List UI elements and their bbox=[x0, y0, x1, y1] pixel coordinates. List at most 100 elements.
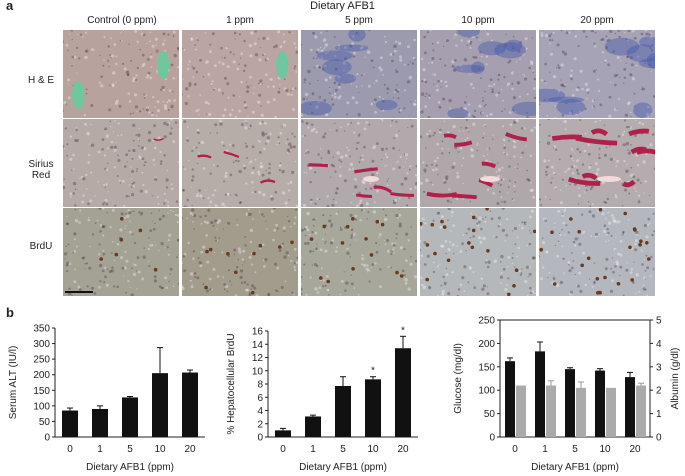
y-tick-label: 2 bbox=[257, 419, 263, 430]
x-axis-label: Dietary AFB1 (ppm) bbox=[86, 462, 174, 473]
micrograph-he-10ppm bbox=[420, 30, 536, 118]
row-label-brdu: BrdU bbox=[29, 241, 53, 252]
bar bbox=[546, 385, 556, 437]
x-tick-label: 20 bbox=[397, 444, 409, 455]
y-tick-label: 200 bbox=[33, 370, 50, 381]
micrograph-brdu-5ppm bbox=[301, 208, 417, 296]
x-tick-label: 20 bbox=[184, 444, 196, 455]
x-tick-label: 10 bbox=[367, 444, 379, 455]
y-tick-label: 8 bbox=[257, 380, 263, 391]
x-tick-label: 5 bbox=[127, 444, 133, 455]
y-tick-label: 150 bbox=[478, 362, 495, 373]
x-tick-label: 10 bbox=[599, 444, 611, 455]
x-tick-label: 5 bbox=[340, 444, 346, 455]
micrograph-brdu-10ppm bbox=[420, 208, 536, 296]
bar bbox=[305, 416, 321, 437]
column-label-10ppm: 10 ppm bbox=[461, 15, 495, 26]
micrograph-sirius-red-10ppm bbox=[420, 119, 536, 207]
y-tick-label: 4 bbox=[257, 406, 263, 417]
y2-tick-label: 0 bbox=[656, 433, 662, 444]
y-tick-label: 6 bbox=[257, 393, 263, 404]
row-label-he: H & E bbox=[27, 75, 55, 86]
x-axis-label: Dietary AFB1 (ppm) bbox=[299, 462, 387, 473]
significance-marker: * bbox=[371, 366, 375, 377]
bar bbox=[636, 385, 646, 437]
column-label-20ppm: 20 ppm bbox=[580, 15, 614, 26]
y2-axis-label: Albumin (g/dl) bbox=[670, 348, 681, 410]
panel-a-letter: a bbox=[6, 0, 14, 13]
x-tick-label: 0 bbox=[280, 444, 286, 455]
micrograph-sirius-red-control bbox=[63, 119, 179, 207]
bar bbox=[606, 387, 616, 437]
bar bbox=[92, 408, 108, 437]
bar bbox=[505, 361, 515, 437]
panel-b-letter: b bbox=[6, 305, 14, 320]
x-tick-label: 5 bbox=[572, 444, 578, 455]
bar bbox=[625, 377, 635, 437]
significance-marker: * bbox=[401, 325, 405, 336]
y2-tick-label: 4 bbox=[656, 339, 662, 350]
y-tick-label: 250 bbox=[478, 316, 495, 327]
bar bbox=[365, 379, 381, 437]
micrograph-brdu-20ppm bbox=[539, 208, 655, 296]
micrograph-brdu-1ppm bbox=[182, 208, 298, 296]
bar bbox=[565, 369, 575, 437]
y-tick-label: 14 bbox=[252, 340, 264, 351]
x-tick-label: 20 bbox=[629, 444, 641, 455]
micrograph-sirius-red-20ppm bbox=[539, 119, 655, 207]
y-tick-label: 10 bbox=[252, 366, 264, 377]
bar bbox=[335, 385, 351, 437]
x-tick-label: 0 bbox=[67, 444, 73, 455]
x-tick-label: 0 bbox=[512, 444, 518, 455]
y-tick-label: 0 bbox=[257, 433, 263, 444]
bar bbox=[516, 385, 526, 437]
bar bbox=[535, 351, 545, 437]
row-label-sirius-red: Sirius Red bbox=[28, 159, 54, 181]
y-tick-label: 250 bbox=[33, 355, 50, 366]
y-tick-label: 200 bbox=[478, 339, 495, 350]
x-axis-label: Dietary AFB1 (ppm) bbox=[531, 462, 619, 473]
y-tick-label: 0 bbox=[489, 433, 495, 444]
y-tick-label: 100 bbox=[478, 386, 495, 397]
micrograph-sirius-red-1ppm bbox=[182, 119, 298, 207]
panel-a-title: Dietary AFB1 bbox=[310, 0, 375, 12]
x-tick-label: 1 bbox=[97, 444, 103, 455]
y2-tick-label: 1 bbox=[656, 409, 662, 420]
x-tick-label: 1 bbox=[310, 444, 316, 455]
bar bbox=[595, 370, 605, 437]
y2-tick-label: 2 bbox=[656, 386, 662, 397]
bar bbox=[122, 397, 138, 437]
y-axis-label: Glucose (mg/dl) bbox=[453, 343, 464, 414]
bar bbox=[395, 348, 411, 437]
column-label-1ppm: 1 ppm bbox=[226, 15, 254, 26]
y-axis-label: Serum ALT (IU/l) bbox=[8, 346, 19, 420]
y-tick-label: 50 bbox=[484, 409, 496, 420]
y-tick-label: 0 bbox=[44, 433, 50, 444]
micrograph-brdu-control bbox=[63, 208, 179, 296]
y-axis-label: % Hepatocellular BrdU bbox=[226, 333, 237, 434]
micrograph-he-20ppm bbox=[539, 30, 655, 118]
bar bbox=[182, 372, 198, 437]
y2-tick-label: 5 bbox=[656, 316, 662, 327]
x-tick-label: 10 bbox=[154, 444, 166, 455]
bar bbox=[62, 410, 78, 437]
bar bbox=[576, 387, 586, 437]
micrograph-he-5ppm bbox=[301, 30, 417, 118]
y2-tick-label: 3 bbox=[656, 362, 662, 373]
y-tick-label: 350 bbox=[33, 324, 50, 335]
y-tick-label: 12 bbox=[252, 353, 264, 364]
micrograph-he-1ppm bbox=[182, 30, 298, 118]
y-tick-label: 300 bbox=[33, 339, 50, 350]
y-tick-label: 16 bbox=[252, 327, 264, 338]
column-label-5ppm: 5 ppm bbox=[345, 15, 373, 26]
x-tick-label: 1 bbox=[542, 444, 548, 455]
y-tick-label: 50 bbox=[39, 417, 51, 428]
column-label-control: Control (0 ppm) bbox=[87, 15, 157, 26]
y-tick-label: 100 bbox=[33, 401, 50, 412]
y-tick-label: 150 bbox=[33, 386, 50, 397]
micrograph-sirius-red-5ppm bbox=[301, 119, 417, 207]
bar bbox=[275, 430, 291, 437]
bar bbox=[152, 373, 168, 437]
micrograph-he-control bbox=[63, 30, 179, 118]
